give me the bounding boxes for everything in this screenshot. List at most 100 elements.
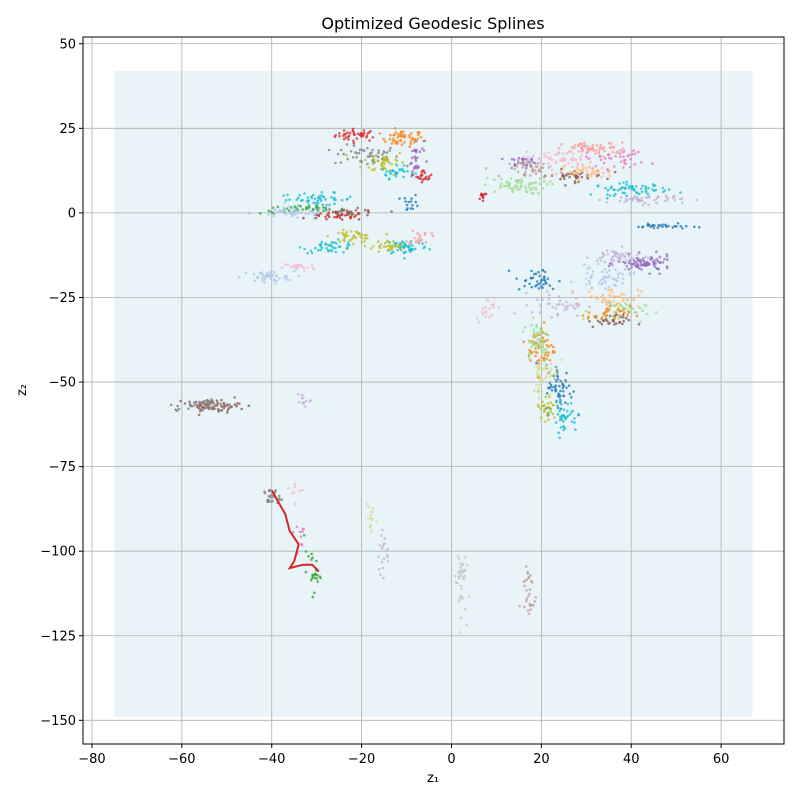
data-point (608, 304, 612, 308)
data-point (268, 270, 272, 274)
data-point (378, 544, 381, 547)
data-point (648, 262, 651, 266)
data-point (346, 135, 350, 139)
data-point (534, 168, 537, 172)
data-point (523, 163, 526, 166)
data-point (513, 312, 516, 315)
x-tick-label: −80 (78, 752, 105, 767)
data-point (534, 172, 538, 175)
data-point (424, 241, 428, 244)
data-point (595, 144, 599, 147)
data-point (593, 315, 596, 318)
data-point (569, 171, 573, 174)
data-point (655, 201, 658, 205)
chart-title: Optimized Geodesic Splines (321, 14, 544, 33)
data-point (387, 178, 391, 181)
data-point (640, 196, 644, 200)
data-point (400, 143, 404, 146)
data-point (195, 403, 198, 406)
data-point (606, 276, 610, 279)
data-point (557, 431, 560, 435)
data-point (625, 298, 629, 301)
data-point (385, 170, 388, 173)
data-point (643, 264, 647, 268)
data-point (603, 260, 607, 264)
data-point (613, 314, 617, 318)
data-point (635, 314, 639, 318)
data-point (618, 152, 621, 155)
data-point (499, 182, 503, 185)
data-point (643, 303, 646, 307)
data-point (588, 305, 591, 309)
data-point (384, 173, 387, 176)
data-point (623, 200, 626, 204)
data-point (389, 172, 393, 176)
data-point (577, 150, 580, 153)
data-point (573, 307, 577, 310)
data-point (278, 209, 282, 212)
data-point (632, 298, 635, 302)
data-point (585, 174, 589, 177)
data-point (320, 191, 324, 194)
data-point (550, 373, 554, 377)
data-point (385, 159, 388, 163)
data-point (291, 530, 295, 534)
data-point (611, 291, 614, 294)
plot-frame (82, 36, 785, 745)
data-point (550, 389, 554, 392)
data-point (596, 319, 600, 323)
data-point (381, 164, 384, 168)
data-point (628, 153, 631, 157)
data-point (377, 555, 380, 559)
data-point (658, 255, 662, 259)
data-point (284, 198, 288, 202)
data-point (302, 266, 306, 269)
data-point (421, 242, 424, 245)
data-point (465, 623, 468, 627)
data-point (547, 395, 551, 399)
data-point (619, 315, 623, 319)
data-point (600, 175, 603, 179)
data-point (391, 240, 395, 243)
data-point (585, 155, 588, 158)
data-point (247, 211, 251, 215)
data-point (320, 246, 324, 250)
data-point (459, 616, 463, 620)
data-point (547, 386, 550, 390)
data-point (385, 232, 389, 236)
data-point (640, 258, 644, 262)
data-point (523, 605, 526, 609)
data-point (318, 575, 322, 578)
data-point (557, 151, 561, 154)
data-point (661, 225, 664, 228)
data-point (371, 162, 375, 166)
data-point (331, 241, 334, 244)
data-point (627, 267, 631, 271)
data-point (364, 234, 367, 237)
data-point (406, 164, 409, 168)
data-point (658, 224, 662, 227)
data-point (300, 544, 304, 547)
data-point (426, 178, 430, 181)
x-tick-label: −40 (258, 752, 285, 767)
data-point (530, 191, 534, 195)
data-point (581, 163, 584, 166)
data-point (410, 161, 413, 165)
data-point (603, 149, 607, 153)
data-point (419, 174, 423, 177)
data-point (619, 149, 622, 152)
data-point (240, 407, 243, 411)
data-point (526, 595, 530, 598)
data-point (314, 216, 318, 220)
data-point (411, 170, 414, 173)
data-point (551, 158, 554, 162)
data-point (288, 279, 292, 282)
y-axis-label: z₂ (15, 384, 30, 396)
data-point (409, 140, 413, 143)
data-point (577, 179, 581, 182)
data-point (290, 206, 293, 209)
data-point (581, 148, 585, 152)
data-point (366, 502, 369, 506)
data-point (539, 160, 542, 163)
data-point (478, 197, 482, 201)
